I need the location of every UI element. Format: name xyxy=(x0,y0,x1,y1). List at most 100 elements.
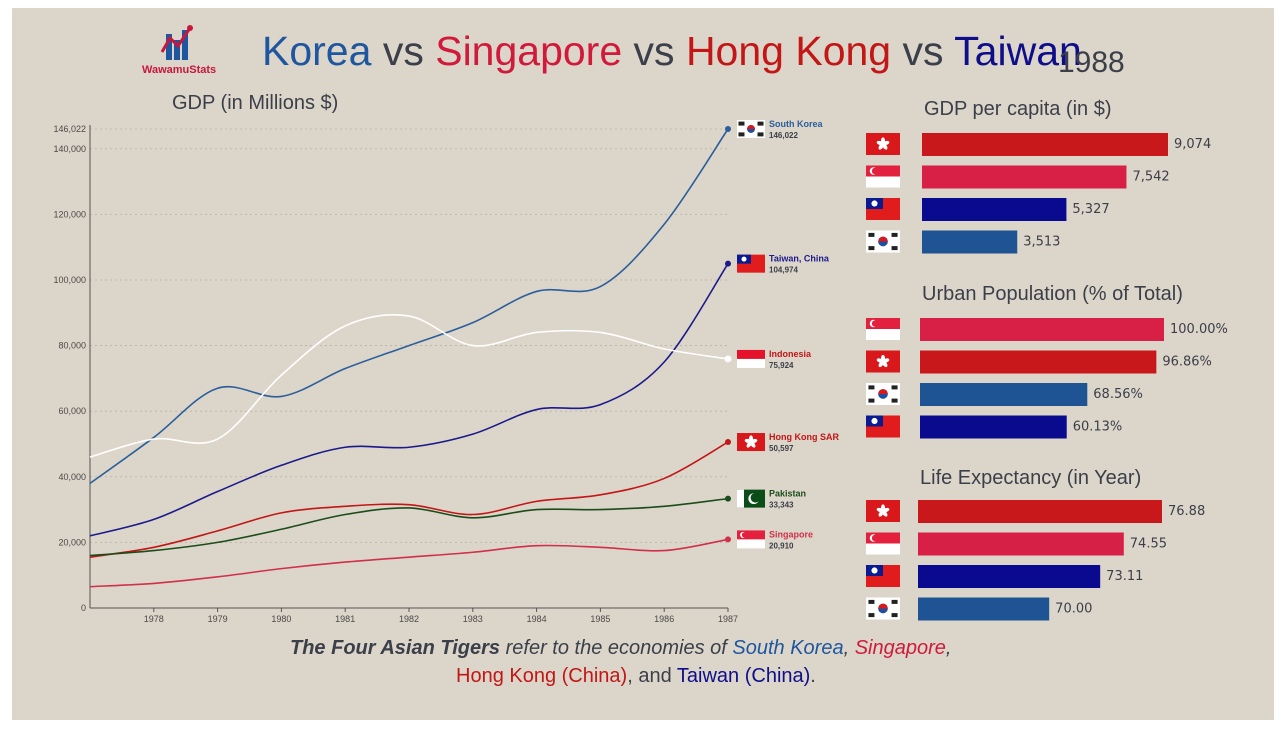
series-name: Singapore xyxy=(769,529,813,539)
bar xyxy=(922,165,1127,189)
title-part-0: Korea xyxy=(262,28,372,74)
bar-value-label: 68.56% xyxy=(1093,387,1143,402)
y-tick-label: 60,000 xyxy=(58,406,86,416)
x-tick-label: 1980 xyxy=(271,614,291,624)
bar-flag-icon xyxy=(866,532,900,555)
bar xyxy=(922,230,1018,254)
bar-value-label: 96.86% xyxy=(1162,355,1212,370)
bar-flag-icon xyxy=(866,350,900,373)
bar-flag-icon xyxy=(866,133,900,155)
series-end-point xyxy=(725,260,731,267)
footer2-part-1: , and xyxy=(627,665,677,687)
flag-icon xyxy=(737,120,765,138)
bar-value-label: 7,542 xyxy=(1132,170,1169,185)
series-name: South Korea xyxy=(769,119,823,129)
footer1-part-2: South Korea xyxy=(732,637,844,659)
series-name: Taiwan, China xyxy=(769,254,830,264)
series-value: 33,343 xyxy=(769,501,794,510)
series-value: 146,022 xyxy=(769,131,798,140)
bar-value-label: 3,513 xyxy=(1023,235,1060,250)
bar-value-label: 73.11 xyxy=(1106,569,1143,584)
y-tick-label: 0 xyxy=(81,603,86,613)
footer1-part-1: refer to the economies of xyxy=(500,637,733,659)
x-tick-label: 1978 xyxy=(144,614,164,624)
bar xyxy=(920,415,1067,439)
flag-icon xyxy=(737,349,765,368)
footer1-part-5: , xyxy=(945,637,952,659)
bar xyxy=(918,597,1050,621)
series-value: 20,910 xyxy=(769,541,794,550)
series-end-point xyxy=(725,536,731,543)
x-tick-label: 1983 xyxy=(463,614,483,624)
logo-text: WawamuStats xyxy=(142,64,217,76)
series-line-1 xyxy=(89,263,729,537)
title-part-5: vs xyxy=(891,28,955,74)
series-name: Pakistan xyxy=(769,489,806,499)
bar-flag-icon xyxy=(866,318,900,340)
title-part-4: Hong Kong xyxy=(685,28,892,74)
title-part-6: Taiwan xyxy=(954,28,1082,74)
footer1-part-3: , xyxy=(843,637,855,659)
series-line-4 xyxy=(89,497,729,557)
bar-value-label: 74.55 xyxy=(1130,537,1167,552)
series-end-point xyxy=(725,439,731,446)
bar xyxy=(918,532,1124,556)
logo-icon xyxy=(160,25,193,60)
gdp-chart-title: GDP (in Millions $) xyxy=(172,92,339,114)
y-tick-label: 40,000 xyxy=(58,472,86,482)
bar-value-label: 100.00% xyxy=(1170,322,1228,337)
y-tick-label: 80,000 xyxy=(58,341,86,351)
bar-value-label: 60.13% xyxy=(1073,420,1123,435)
title-part-3: vs xyxy=(622,28,686,74)
year-label: 1988 xyxy=(1058,46,1125,79)
title-part-2: Singapore xyxy=(435,28,623,74)
series-name: Indonesia xyxy=(769,349,812,359)
bar-flag-icon xyxy=(866,230,900,253)
bar xyxy=(920,318,1164,341)
series-end-point xyxy=(725,126,731,132)
x-tick-label: 1979 xyxy=(208,614,228,624)
y-tick-label: 20,000 xyxy=(58,537,86,547)
footer1-part-0: The Four Asian Tigers xyxy=(290,637,501,659)
series-value: 75,924 xyxy=(769,361,794,370)
bar-flag-icon xyxy=(866,415,900,438)
bar-value-label: 5,327 xyxy=(1072,202,1109,217)
x-tick-label: 1982 xyxy=(399,614,419,624)
y-tick-label: 100,000 xyxy=(53,275,86,285)
series-value: 50,597 xyxy=(769,444,794,453)
footer1-part-4: Singapore xyxy=(854,637,946,659)
gdp-per-capita-title: GDP per capita (in $) xyxy=(924,98,1112,120)
bar xyxy=(922,198,1067,221)
footer2-part-3: . xyxy=(810,665,816,687)
bar xyxy=(920,350,1157,374)
bar-flag-icon xyxy=(866,165,900,188)
bar-flag-icon xyxy=(866,500,900,522)
bar xyxy=(918,500,1162,523)
series-name: Hong Kong SAR xyxy=(769,432,839,442)
series-line-2 xyxy=(89,314,729,458)
x-tick-label: 1981 xyxy=(335,614,355,624)
bar xyxy=(922,133,1168,156)
footer2-part-2: Taiwan (China) xyxy=(676,665,811,687)
flag-icon xyxy=(737,530,765,549)
bar-flag-icon xyxy=(866,597,900,620)
series-end-point xyxy=(724,355,732,363)
y-top-label: 146,022 xyxy=(53,124,86,134)
bar-flag-icon xyxy=(866,383,900,405)
flag-icon xyxy=(737,254,765,273)
series-end-point xyxy=(725,495,731,502)
urban-population-title: Urban Population (% of Total) xyxy=(922,283,1183,305)
bar-value-label: 9,074 xyxy=(1174,137,1211,152)
footer-line-2: Hong Kong (China), and Taiwan (China). xyxy=(456,665,816,688)
bar-value-label: 76.88 xyxy=(1168,504,1205,519)
x-tick-label: 1987 xyxy=(718,614,738,624)
bar-flag-icon xyxy=(866,565,900,587)
series-line-3 xyxy=(89,441,729,558)
flag-icon xyxy=(737,489,765,508)
y-tick-label: 140,000 xyxy=(53,144,86,154)
series-line-0 xyxy=(89,128,729,484)
footer2-part-0: Hong Kong (China) xyxy=(456,665,628,687)
footer-line-1: The Four Asian Tigers refer to the econo… xyxy=(290,637,951,660)
